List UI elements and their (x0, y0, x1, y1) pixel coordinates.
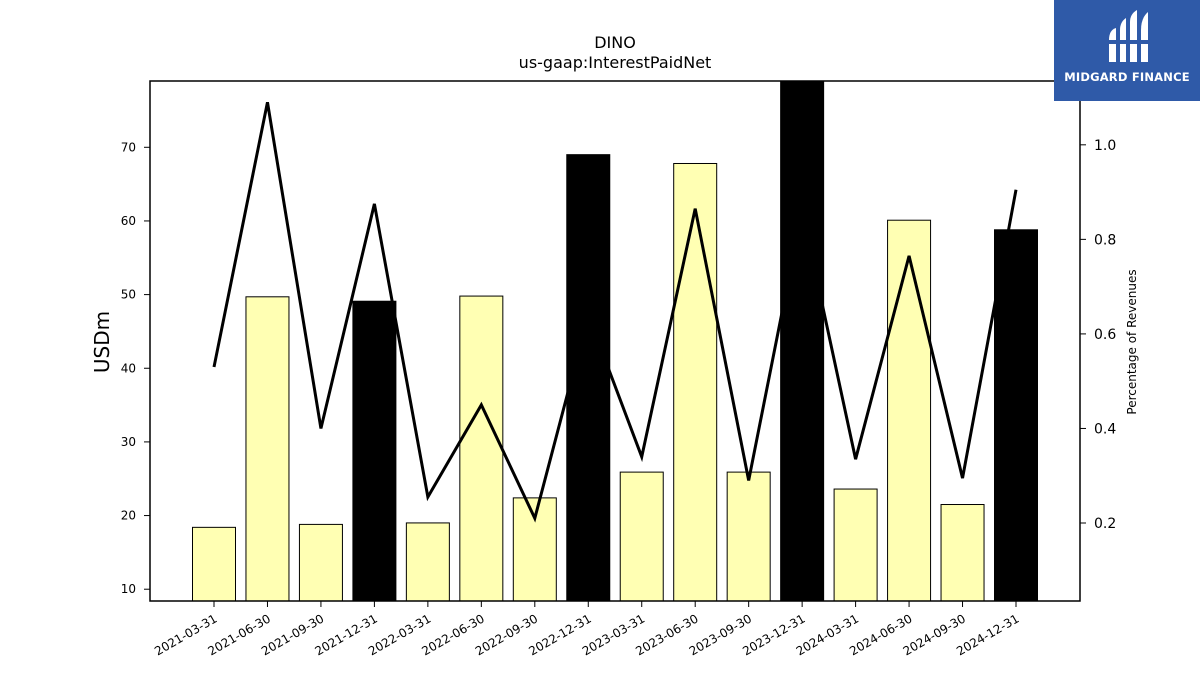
brand-name: MIDGARD FINANCE (1064, 70, 1190, 84)
bar (994, 229, 1038, 602)
y-tick-label: 20 (121, 509, 136, 523)
y-axis-left: 10 20 30 40 50 60 70 (121, 140, 150, 596)
y-tick-label: 70 (121, 140, 136, 154)
bar (619, 471, 664, 602)
bar (192, 526, 236, 602)
y-tick-label: 60 (121, 214, 136, 228)
bar (459, 295, 504, 602)
chart-subtitle: us-gaap:InterestPaidNet (519, 53, 712, 72)
bar (940, 504, 985, 602)
bar-series (192, 80, 1038, 602)
y-axis-label-left: USDm (90, 311, 114, 373)
bar (298, 523, 343, 602)
y-right-tick-label: 0.8 (1094, 232, 1116, 248)
x-axis: 2021-03-312021-06-302021-09-302021-12-31… (152, 601, 1022, 658)
y-tick-label: 40 (121, 361, 136, 375)
bar (887, 219, 932, 602)
bar (352, 300, 397, 602)
chart-title: DINO (594, 33, 636, 52)
bar (566, 154, 611, 602)
brand-logo: MIDGARD FINANCE (1054, 0, 1200, 101)
y-right-tick-label: 0.6 (1094, 327, 1116, 343)
y-right-tick-label: 0.4 (1094, 421, 1116, 437)
line-series (212, 101, 1018, 523)
y-axis-right: 0.2 0.4 0.6 0.8 1.0 (1080, 138, 1116, 532)
bar (780, 80, 825, 602)
plot-frame (149, 80, 1081, 602)
y-tick-label: 50 (121, 288, 136, 302)
brand-mark-icon (1109, 10, 1148, 62)
bar (833, 488, 878, 602)
bar (245, 296, 290, 602)
line-path (212, 101, 1018, 523)
bar (405, 522, 450, 602)
y-right-tick-label: 1.0 (1094, 138, 1116, 154)
y-right-tick-label: 0.2 (1094, 516, 1116, 532)
bar (726, 471, 771, 602)
bar (673, 162, 718, 602)
y-tick-label: 30 (121, 435, 136, 449)
y-tick-label: 10 (121, 582, 136, 596)
y-axis-label-right: Percentage of Revenues (1125, 269, 1139, 414)
